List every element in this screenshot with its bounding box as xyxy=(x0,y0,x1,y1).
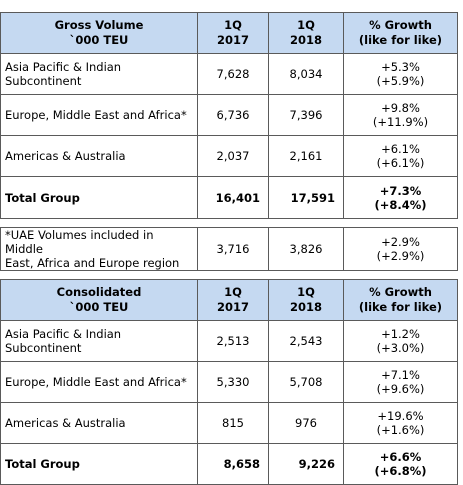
table-row: *UAE Volumes included in Middle East, Afr… xyxy=(0,227,458,271)
table-row: Americas & Australia 815 976 +19.6% (+1.6… xyxy=(0,402,458,444)
value-2018: 7,396 xyxy=(268,94,344,136)
total-growth: +6.6% (+6.8%) xyxy=(343,443,458,485)
total-row: Total Group 16,401 17,591 +7.3% (+8.4%) xyxy=(0,176,458,219)
growth-cell: +2.9% (+2.9%) xyxy=(343,227,458,271)
table-row: Americas & Australia 2,037 2,161 +6.1% (+… xyxy=(0,135,458,177)
growth-cell: +5.3% (+5.9%) xyxy=(343,53,458,95)
row-label: Asia Pacific & Indian Subcontinent xyxy=(0,53,198,95)
header-col-2018: 1Q 2018 xyxy=(268,279,344,321)
total-2018: 17,591 xyxy=(268,176,344,219)
header-col-growth: % Growth (like for like) xyxy=(343,12,458,54)
total-growth: +7.3% (+8.4%) xyxy=(343,176,458,219)
value-2017: 2,037 xyxy=(197,135,269,177)
uae-note-label: *UAE Volumes included in Middle East, Afr… xyxy=(0,227,198,271)
value-2018: 2,543 xyxy=(268,320,344,362)
row-label: Europe, Middle East and Africa* xyxy=(0,94,198,136)
row-label: Americas & Australia xyxy=(0,402,198,444)
gross-volume-table: Gross Volume `000 TEU 1Q 2017 1Q 2018 % Gro… xyxy=(0,12,458,219)
row-label: Europe, Middle East and Africa* xyxy=(0,361,198,403)
consolidated-table: Consolidated `000 TEU 1Q 2017 1Q 2018 % Gro… xyxy=(0,279,458,485)
header-col-2017: 1Q 2017 xyxy=(197,279,269,321)
header-col-growth: % Growth (like for like) xyxy=(343,279,458,321)
value-2017: 815 xyxy=(197,402,269,444)
header-col-2017: 1Q 2017 xyxy=(197,12,269,54)
header-col-2018: 1Q 2018 xyxy=(268,12,344,54)
growth-cell: +9.8% (+11.9%) xyxy=(343,94,458,136)
table-header-row: Gross Volume `000 TEU 1Q 2017 1Q 2018 % Gro… xyxy=(0,12,458,54)
growth-cell: +6.1% (+6.1%) xyxy=(343,135,458,177)
value-2018: 2,161 xyxy=(268,135,344,177)
value-2017: 7,628 xyxy=(197,53,269,95)
value-2018: 5,708 xyxy=(268,361,344,403)
total-label: Total Group xyxy=(0,443,198,485)
table-row: Europe, Middle East and Africa* 6,736 7,… xyxy=(0,94,458,136)
value-2017: 6,736 xyxy=(197,94,269,136)
value-2018: 8,034 xyxy=(268,53,344,95)
growth-cell: +19.6% (+1.6%) xyxy=(343,402,458,444)
total-label: Total Group xyxy=(0,176,198,219)
table-row: Asia Pacific & Indian Subcontinent 2,513… xyxy=(0,320,458,362)
table-header-row: Consolidated `000 TEU 1Q 2017 1Q 2018 % Gro… xyxy=(0,279,458,321)
growth-cell: +1.2% (+3.0%) xyxy=(343,320,458,362)
value-2017: 5,330 xyxy=(197,361,269,403)
total-2017: 16,401 xyxy=(197,176,269,219)
value-2018: 976 xyxy=(268,402,344,444)
table-row: Europe, Middle East and Africa* 5,330 5,… xyxy=(0,361,458,403)
value-2017: 3,716 xyxy=(197,227,269,271)
growth-cell: +7.1% (+9.6%) xyxy=(343,361,458,403)
table-row: Asia Pacific & Indian Subcontinent 7,628… xyxy=(0,53,458,95)
total-row: Total Group 8,658 9,226 +6.6% (+6.8%) xyxy=(0,443,458,485)
total-2017: 8,658 xyxy=(197,443,269,485)
value-2017: 2,513 xyxy=(197,320,269,362)
uae-volumes-table: *UAE Volumes included in Middle East, Afr… xyxy=(0,227,458,271)
row-label: Americas & Australia xyxy=(0,135,198,177)
value-2018: 3,826 xyxy=(268,227,344,271)
row-label: Asia Pacific & Indian Subcontinent xyxy=(0,320,198,362)
header-label: Gross Volume `000 TEU xyxy=(0,12,198,54)
total-2018: 9,226 xyxy=(268,443,344,485)
header-label: Consolidated `000 TEU xyxy=(0,279,198,321)
